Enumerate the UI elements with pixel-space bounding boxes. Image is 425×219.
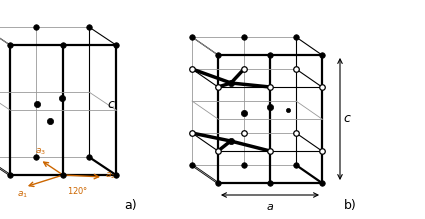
Text: $a_2$: $a_2$ [105,171,116,181]
Text: b): b) [344,199,357,212]
Text: a): a) [124,199,136,212]
Text: c: c [343,113,350,125]
Text: $a$: $a$ [266,202,274,212]
Text: $a_3$: $a_3$ [35,146,46,157]
Text: $120°$: $120°$ [67,185,88,196]
Text: $a_1$: $a_1$ [17,190,28,201]
Text: c: c [108,99,114,111]
